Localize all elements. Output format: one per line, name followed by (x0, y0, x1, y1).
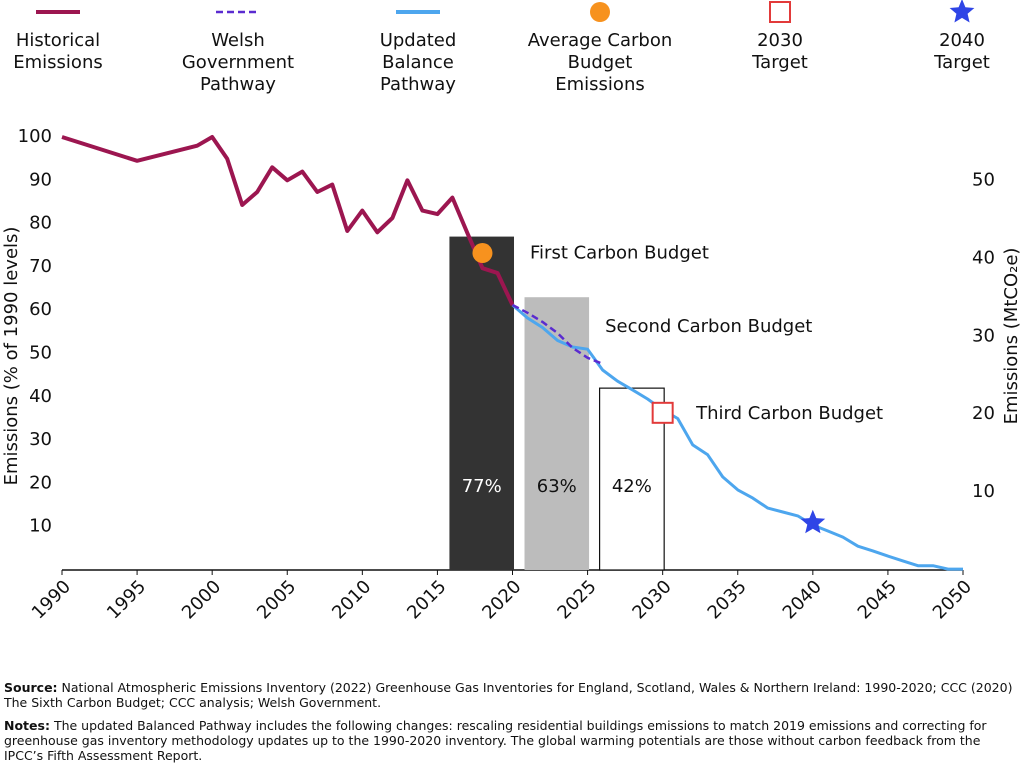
y2-tick-label: 10 (972, 481, 995, 502)
series-line (61, 135, 515, 306)
y2-tick-label: 40 (972, 247, 995, 268)
bar-value-label: 42% (612, 476, 652, 497)
y-tick-label: 40 (29, 386, 52, 407)
marker-star (800, 509, 826, 534)
x-tick-label: 2045 (854, 576, 901, 623)
notes: Notes: The updated Balanced Pathway incl… (4, 718, 1014, 763)
bar-name-label: Third Carbon Budget (695, 403, 883, 424)
x-tick-label: 2015 (403, 576, 450, 623)
y2-tick-label: 20 (972, 403, 995, 424)
y-tick-label: 100 (18, 126, 52, 147)
x-tick-label: 2020 (478, 576, 525, 623)
source-text: National Atmospheric Emissions Inventory… (4, 680, 1013, 710)
x-tick-label: 2030 (628, 576, 675, 623)
x-tick-label: 1995 (103, 576, 150, 623)
y2-axis-title: Emissions (MtCO₂e) (1001, 248, 1022, 425)
source-label: Source: (4, 680, 58, 695)
y-tick-label: 90 (29, 169, 52, 190)
x-tick-label: 2010 (328, 576, 375, 623)
x-tick-label: 2025 (553, 576, 600, 623)
x-tick-label: 2050 (929, 576, 976, 623)
budget-bar (449, 236, 515, 570)
x-tick-label: 2005 (253, 576, 300, 623)
legend-label: 2030 Target (752, 30, 808, 73)
budget-bar (524, 297, 590, 570)
y-tick-label: 30 (29, 429, 52, 450)
legend-label: Average Carbon Budget Emissions (527, 30, 673, 95)
x-tick-label: 2035 (704, 576, 751, 623)
y-axis-title: Emissions (% of 1990 levels) (1, 227, 22, 486)
y-tick-label: 50 (29, 343, 52, 364)
legend-label: Updated Balance Pathway (379, 30, 457, 95)
y-tick-label: 70 (29, 256, 52, 277)
y-tick-label: 10 (29, 516, 52, 537)
series-line (511, 303, 604, 366)
legend-label: Historical Emissions (13, 30, 103, 73)
notes-text: The updated Balanced Pathway includes th… (4, 718, 987, 763)
legend-key (769, 1, 791, 23)
source-note: Source: National Atmospheric Emissions I… (4, 680, 1014, 710)
bar-name-label: Second Carbon Budget (605, 316, 812, 337)
legend-label: Welsh Government Pathway (181, 30, 295, 95)
x-tick-label: 2040 (779, 576, 826, 623)
series-line (511, 303, 963, 571)
bar-value-label: 63% (537, 476, 577, 497)
y-tick-label: 60 (29, 299, 52, 320)
bar-value-label: 77% (462, 476, 502, 497)
legend-key (949, 0, 975, 23)
y2-tick-label: 50 (972, 170, 995, 191)
y2-tick-label: 30 (972, 325, 995, 346)
bar-name-label: First Carbon Budget (530, 243, 709, 264)
notes-label: Notes: (4, 718, 50, 733)
y-tick-label: 20 (29, 472, 52, 493)
y-tick-label: 80 (29, 213, 52, 234)
budget-bar (598, 387, 665, 571)
legend-key (590, 2, 610, 22)
marker-square (651, 401, 674, 424)
x-tick-label: 2000 (178, 576, 225, 623)
x-tick-label: 1990 (28, 576, 75, 623)
legend-label: 2040 Target (934, 30, 990, 73)
marker-circle (472, 243, 493, 264)
